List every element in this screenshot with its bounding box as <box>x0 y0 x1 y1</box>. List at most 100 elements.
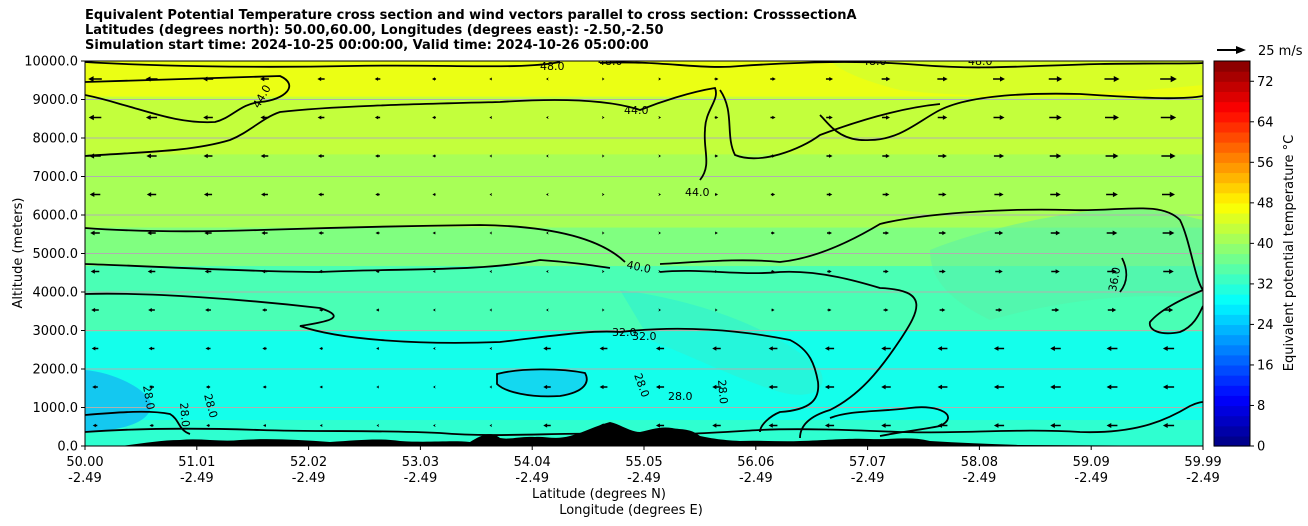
colorbar-swatch-35 <box>1214 81 1250 92</box>
wind-vector-118 <box>1107 269 1117 274</box>
colorbar-tick-label-1: 8 <box>1257 399 1265 414</box>
colorbar-tick-label-9: 72 <box>1257 75 1274 90</box>
wind-vector-16 <box>993 76 1005 82</box>
wind-vector-87 <box>489 231 492 235</box>
wind-vector-36 <box>993 114 1005 121</box>
wind-vector-39 <box>1160 114 1177 121</box>
wind-vector-154 <box>881 346 891 351</box>
x-tick-lat-10: 59.99 <box>1184 455 1221 470</box>
colorbar-swatch-7 <box>1214 364 1250 376</box>
x-tick-lat-9: 59.09 <box>1073 455 1110 470</box>
wind-vector-112 <box>771 269 775 274</box>
y-tick-label-8: 8000.0 <box>33 132 79 147</box>
x-tick-lon-6: -2.49 <box>739 471 773 486</box>
wind-vector-192 <box>768 423 778 428</box>
wind-vector-55 <box>938 153 947 159</box>
wind-vector-72 <box>770 192 776 197</box>
wind-vector-159 <box>1162 345 1175 352</box>
y-tick-label-5: 5000.0 <box>33 247 79 262</box>
wind-vector-86 <box>432 231 436 235</box>
y-tick-label-1: 1000.0 <box>33 401 79 416</box>
y-tick-label-7: 7000.0 <box>33 170 79 185</box>
colorbar-swatch-34 <box>1214 91 1250 103</box>
wind-vector-92 <box>771 231 775 235</box>
clabel-48-b: 48.0 <box>598 55 623 68</box>
wind-vector-74 <box>882 192 890 197</box>
wind-vector-59 <box>1161 153 1176 159</box>
wind-vector-171 <box>712 384 721 390</box>
wind-vector-147 <box>489 347 492 350</box>
wind-vector-148 <box>543 346 551 351</box>
colorbar-swatch-24 <box>1214 192 1250 204</box>
wind-vector-43 <box>260 153 269 159</box>
wind-vector-27 <box>489 116 492 119</box>
wind-vector-47 <box>489 154 492 158</box>
wind-vector-185 <box>376 424 379 427</box>
wind-vector-71 <box>714 192 719 197</box>
wind-vector-146 <box>433 347 436 350</box>
wind-vector-45 <box>375 154 380 158</box>
wind-vector-107 <box>489 270 492 273</box>
wind-vector-191 <box>712 423 721 428</box>
x-axis-label-lon: Longitude (degrees E) <box>559 503 703 518</box>
wind-vector-132 <box>771 308 775 312</box>
wind-vector-51 <box>714 154 719 158</box>
wind-vector-19 <box>1160 75 1177 83</box>
wind-vector-100 <box>90 269 100 274</box>
wind-vector-183 <box>263 423 266 428</box>
wind-vector-121 <box>148 307 155 313</box>
wind-vector-52 <box>770 154 776 158</box>
wind-vector-142 <box>205 346 211 351</box>
wind-vector-22 <box>203 115 213 120</box>
wind-vector-144 <box>319 346 323 351</box>
wind-vector-110 <box>658 270 661 273</box>
wind-vector-136 <box>995 308 1003 312</box>
clabel-44-b: 44.0 <box>685 186 710 199</box>
wind-vector-186 <box>433 424 436 427</box>
wind-vector-33 <box>826 115 833 120</box>
wind-vector-114 <box>883 269 889 274</box>
wind-vector-115 <box>939 269 946 274</box>
wind-vector-104 <box>318 269 324 274</box>
quiver-key-arrow-head <box>1236 46 1246 54</box>
colorbar-label: Equivalent potential temperature °C <box>1282 135 1297 371</box>
wind-vector-63 <box>261 192 268 197</box>
colorbar-swatch-25 <box>1214 182 1250 194</box>
wind-vector-155 <box>937 346 948 351</box>
wind-vector-175 <box>937 384 948 390</box>
colorbar-tick-label-5: 40 <box>1257 237 1274 252</box>
wind-vector-79 <box>1162 191 1175 198</box>
terrain <box>85 422 1203 446</box>
x-tick-lat-7: 57.07 <box>849 455 886 470</box>
wind-vector-193 <box>824 423 835 428</box>
clabel-48-d: 48.0 <box>968 55 993 68</box>
wind-vector-0 <box>88 76 102 82</box>
y-tick-label-9: 9000.0 <box>33 93 79 108</box>
wind-vector-15 <box>937 76 948 82</box>
x-tick-lat-8: 58.08 <box>961 455 998 470</box>
wind-vector-166 <box>433 385 436 389</box>
colorbar-swatch-31 <box>1214 121 1250 133</box>
wind-vector-197 <box>1050 423 1061 428</box>
wind-vector-53 <box>826 154 833 158</box>
wind-vector-169 <box>599 384 608 390</box>
wind-vector-134 <box>883 308 889 312</box>
wind-vector-139 <box>1163 307 1174 313</box>
wind-vector-78 <box>1106 191 1118 198</box>
wind-vector-44 <box>317 154 325 158</box>
colorbar-swatch-19 <box>1214 243 1250 255</box>
wind-vector-3 <box>260 76 269 82</box>
x-tick-lat-0: 50.00 <box>66 455 103 470</box>
wind-vector-91 <box>715 231 718 235</box>
wind-vector-26 <box>432 115 436 120</box>
x-tick-lon-4: -2.49 <box>515 471 549 486</box>
wind-vector-61 <box>146 192 157 197</box>
wind-vector-97 <box>1050 230 1061 236</box>
wind-vector-14 <box>881 76 891 82</box>
wind-vector-37 <box>1049 114 1062 121</box>
wind-vector-161 <box>149 385 154 389</box>
wind-vector-135 <box>939 308 946 312</box>
chart-title: Equivalent Potential Temperature cross s… <box>85 8 857 53</box>
contour-44-mid <box>85 86 941 181</box>
colorbar <box>1214 61 1250 447</box>
